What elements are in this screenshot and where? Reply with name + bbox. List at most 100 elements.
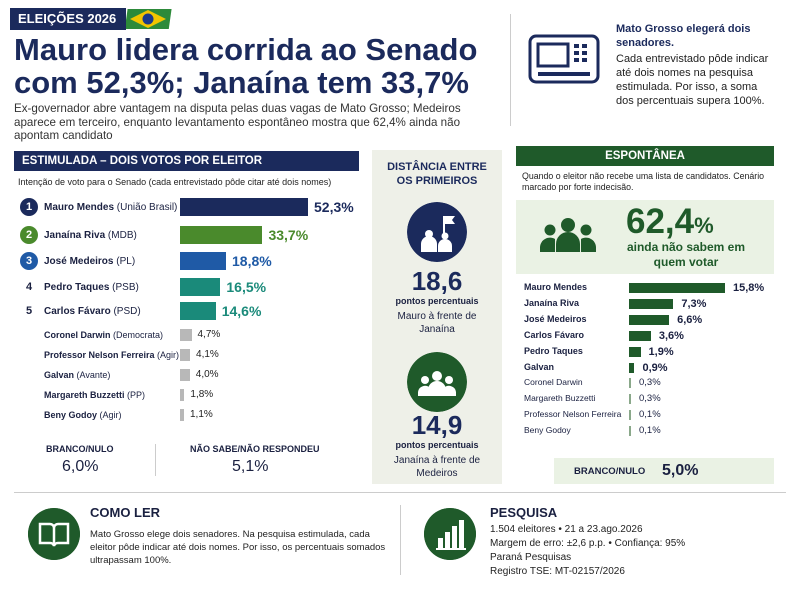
how-to-read-title: COMO LER xyxy=(90,505,161,520)
stimulated-row: 4 Pedro Taques (PSB) xyxy=(20,278,139,296)
footer-divider xyxy=(14,492,786,493)
stimulated-row: Coronel Darwin (Democrata) xyxy=(20,326,163,344)
candidate-name: Pedro Taques xyxy=(44,281,110,293)
poll-line-2: Margem de erro: ±2,6 p.p. • Confiança: 9… xyxy=(490,538,686,549)
distance-first-unit: pontos percentuais xyxy=(395,296,479,306)
leader-flag-icon xyxy=(407,202,467,262)
spontaneous-blank-value: 5,0% xyxy=(662,462,699,479)
candidate-label: Galvan (Avante) xyxy=(44,370,111,380)
candidate-label: Beny Godoy (Agir) xyxy=(44,410,122,420)
poll-line-4: Registro TSE: MT-02157/2026 xyxy=(490,566,625,577)
candidate-name: José Medeiros xyxy=(44,255,114,267)
candidate-label: Pedro Taques (PSB) xyxy=(44,281,139,293)
info-text: Cada entrevistado pôde indicar até dois … xyxy=(616,53,769,107)
stimulated-row: Margareth Buzzetti (PP) xyxy=(20,386,145,404)
open-book-icon xyxy=(28,508,80,560)
rank-badge: 4 xyxy=(25,281,33,293)
stimulated-value: 16,5% xyxy=(226,279,267,295)
spontaneous-value: 0,1% xyxy=(639,409,661,421)
dont-know-label: NÃO SABE/NÃO RESPONDEU xyxy=(190,444,320,454)
spontaneous-label: Galvan xyxy=(524,361,555,372)
spontaneous-blank-box xyxy=(554,458,774,484)
spontaneous-header: ESPONTÂNEA xyxy=(516,146,774,166)
spontaneous-bar xyxy=(629,330,651,341)
section-tag: ELEIÇÕES 2026 xyxy=(10,8,126,30)
people-icon xyxy=(540,218,596,252)
group-people-icon xyxy=(407,352,467,412)
spontaneous-bar xyxy=(629,426,631,437)
info-title: Mato Grosso elegerá dois senadores. xyxy=(616,23,751,49)
stimulated-bar xyxy=(180,252,226,270)
rank-badge: 2 xyxy=(20,226,38,244)
dont-know-value: 5,1% xyxy=(232,458,269,475)
spontaneous-value: 0,1% xyxy=(639,425,661,437)
spontaneous-note: Quando o eleitor não recebe uma lista de… xyxy=(522,171,765,192)
candidate-name: Carlos Fávaro xyxy=(44,305,111,317)
stimulated-row: 2 Janaína Riva (MDB) xyxy=(20,226,137,244)
stimulated-bar xyxy=(180,349,191,361)
spontaneous-label: Janaína Riva xyxy=(524,297,580,308)
spontaneous-label: Pedro Taques xyxy=(524,345,583,356)
candidate-name: Janaína Riva xyxy=(44,229,106,241)
candidate-label: José Medeiros (PL) xyxy=(44,255,136,267)
stimulated-row: 5 Carlos Fávaro (PSD) xyxy=(20,302,141,320)
blank-divider xyxy=(155,444,156,476)
spontaneous-value: 1,9% xyxy=(648,345,674,358)
stimulated-row: Galvan (Avante) xyxy=(20,366,110,384)
page-subtitle: Ex-governador abre vantagem na disputa p… xyxy=(14,102,461,142)
candidate-name: Mauro Mendes xyxy=(44,201,115,213)
rank-badge: 5 xyxy=(25,305,33,317)
spontaneous-label: José Medeiros xyxy=(524,313,587,324)
spontaneous-bar xyxy=(629,394,631,405)
stimulated-value: 18,8% xyxy=(232,253,272,269)
spontaneous-bar xyxy=(629,346,641,357)
stimulated-value: 4,1% xyxy=(196,349,219,360)
ballot-box-icon xyxy=(528,34,600,84)
blank-null-value: 6,0% xyxy=(62,458,99,475)
spontaneous-bar xyxy=(629,410,631,421)
spontaneous-bar xyxy=(629,314,670,325)
rank-badge: 3 xyxy=(20,252,38,270)
spontaneous-value: 15,8% xyxy=(733,282,765,294)
stimulated-value: 52,3% xyxy=(314,199,354,215)
candidate-label: Janaína Riva (MDB) xyxy=(44,229,137,241)
spontaneous-value: 0,3% xyxy=(639,377,661,389)
spontaneous-label: Carlos Fávaro xyxy=(524,329,585,340)
stimulated-bar xyxy=(180,329,192,341)
candidate-name: Beny Godoy xyxy=(44,410,98,420)
candidate-name: Professor Nelson Ferreira xyxy=(44,350,155,360)
undecided-text: ainda não sabem em quem votar xyxy=(626,240,746,269)
stimulated-header: ESTIMULADA – DOIS VOTOS POR ELEITOR xyxy=(14,151,359,171)
spontaneous-bar xyxy=(629,283,725,293)
distance-title: DISTÂNCIA ENTRE OS PRIMEIROS xyxy=(387,161,487,187)
title-line-1: Mauro lidera corrida ao Senado xyxy=(14,32,478,67)
spontaneous-bar xyxy=(629,362,635,373)
stimulated-value: 4,0% xyxy=(195,369,219,380)
spontaneous-label: Margareth Buzzetti xyxy=(524,393,596,404)
undecided-number: 62,4 xyxy=(626,202,695,241)
spontaneous-label: Coronel Darwin xyxy=(524,377,583,388)
candidate-label: Mauro Mendes (União Brasil) xyxy=(44,201,178,213)
distance-first-value: 18,6 xyxy=(411,266,463,296)
spontaneous-value: 3,6% xyxy=(658,329,684,342)
stimulated-bar xyxy=(180,409,184,421)
undecided-value: 62,4% xyxy=(626,202,714,242)
spontaneous-bar xyxy=(629,378,631,389)
distance-second-desc: Janaína à frente de Medeiros xyxy=(393,455,481,479)
stimulated-note: Intenção de voto para o Senado (cada ent… xyxy=(18,177,332,187)
distance-first-desc: Mauro à frente de Janaína xyxy=(397,311,477,335)
spontaneous-label: Professor Nelson Ferreira xyxy=(524,409,622,420)
stimulated-bar xyxy=(180,198,308,216)
stimulated-bar xyxy=(180,389,185,401)
stimulated-value: 1,1% xyxy=(190,409,213,420)
stimulated-value: 4,7% xyxy=(197,329,221,340)
spontaneous-bar xyxy=(629,298,674,309)
poll-details: 1.504 eleitores • 21 a 23.ago.2026 Marge… xyxy=(490,523,750,579)
stimulated-value: 1,8% xyxy=(190,389,214,400)
stimulated-value: 33,7% xyxy=(268,227,309,243)
poll-line-3: Paraná Pesquisas xyxy=(490,552,572,563)
candidate-label: Carlos Fávaro (PSD) xyxy=(44,305,141,317)
spontaneous-label: Beny Godoy xyxy=(524,425,571,436)
spontaneous-label: Mauro Mendes xyxy=(524,282,588,292)
brazil-flag-icon xyxy=(126,9,172,29)
